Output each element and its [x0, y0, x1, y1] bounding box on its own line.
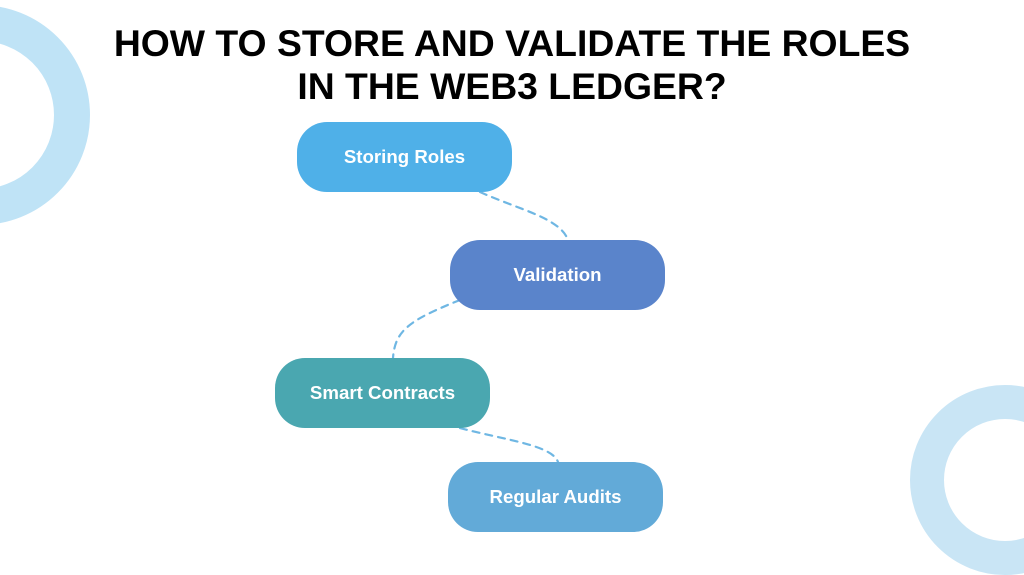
- flow-edge: [460, 428, 558, 462]
- flow-edge: [393, 300, 460, 358]
- page-title: HOW TO STORE AND VALIDATE THE ROLES IN T…: [112, 22, 912, 108]
- decor-ring-top-left: [0, 5, 90, 225]
- flow-node-storing: Storing Roles: [297, 122, 512, 192]
- flow-edge: [480, 192, 568, 240]
- flow-node-validation: Validation: [450, 240, 665, 310]
- decor-ring-bottom-right: [910, 385, 1024, 575]
- flow-node-audits: Regular Audits: [448, 462, 663, 532]
- flow-node-smart: Smart Contracts: [275, 358, 490, 428]
